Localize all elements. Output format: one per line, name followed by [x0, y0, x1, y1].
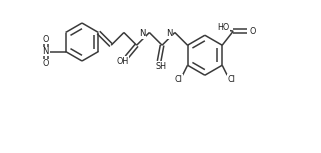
Text: N: N: [166, 29, 173, 38]
Text: HO: HO: [217, 23, 229, 32]
Text: O: O: [42, 35, 49, 44]
Text: O: O: [42, 59, 49, 68]
Text: Cl: Cl: [175, 75, 182, 84]
Text: OH: OH: [117, 57, 129, 66]
Text: N: N: [139, 29, 145, 38]
Text: N: N: [42, 47, 49, 56]
Text: O: O: [249, 27, 256, 36]
Text: Cl: Cl: [227, 75, 235, 84]
Text: SH: SH: [156, 62, 167, 71]
